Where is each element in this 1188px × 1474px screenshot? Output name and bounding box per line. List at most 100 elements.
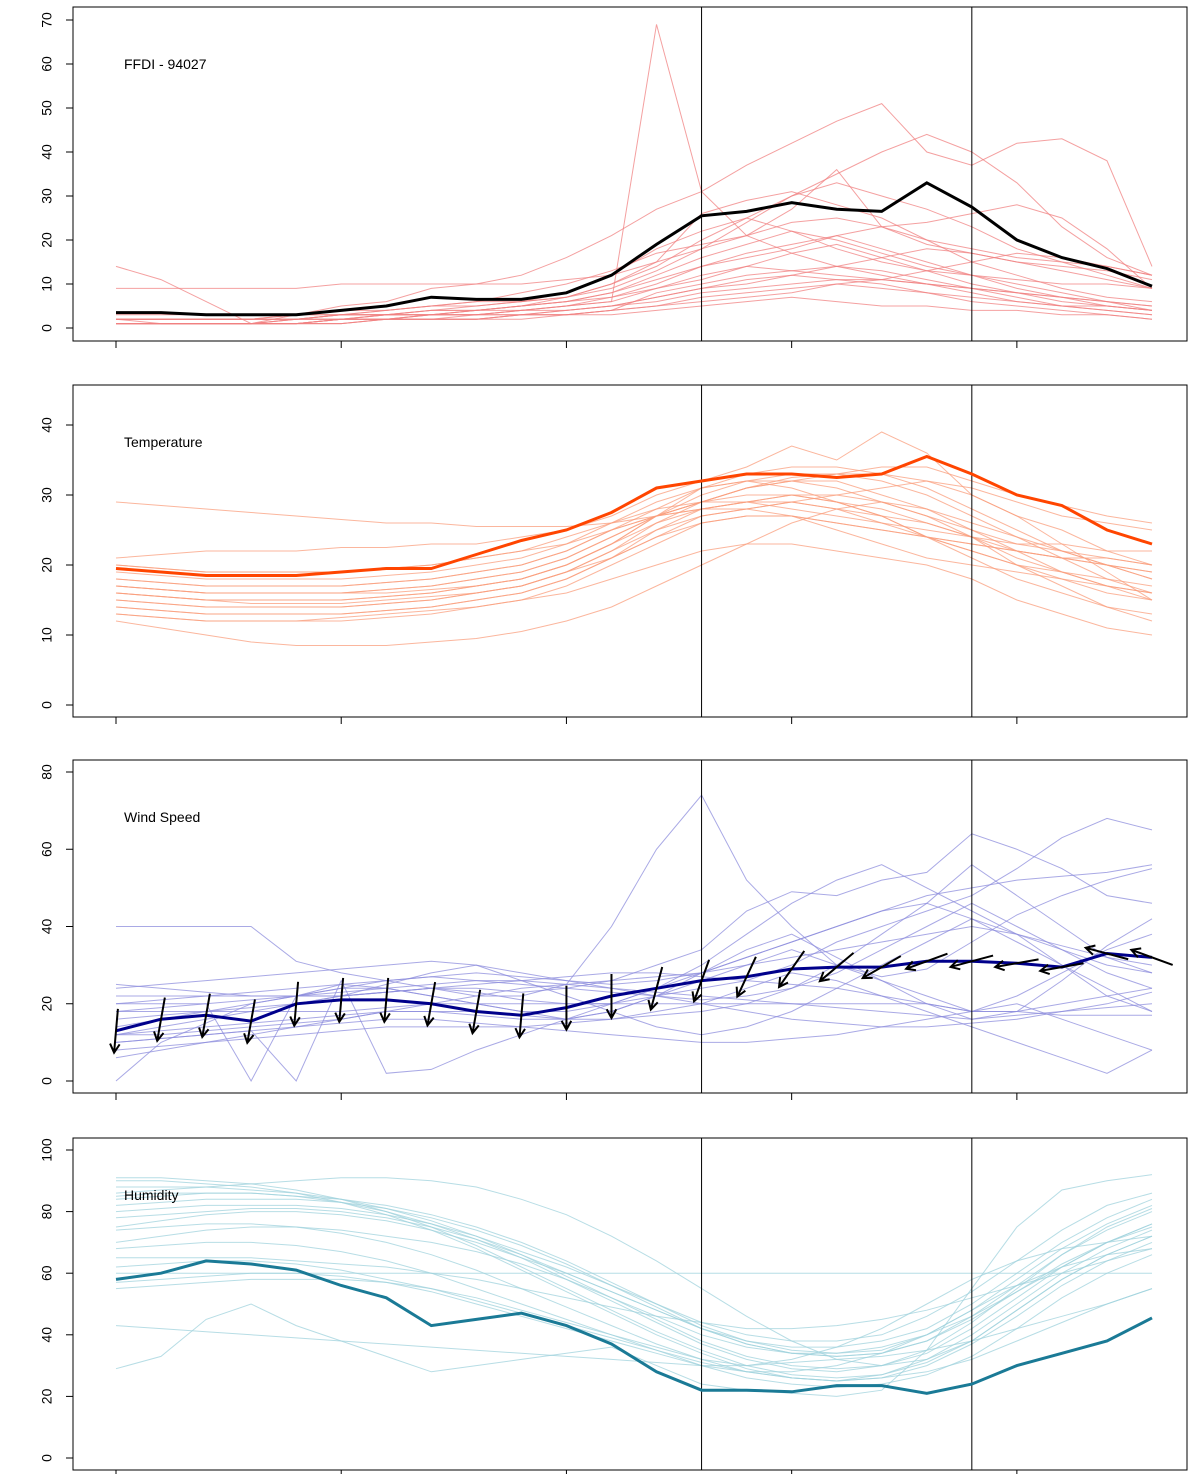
- plot-frame: [72, 6, 1188, 342]
- ensemble-member-line: [115, 864, 1153, 1082]
- ensemble-member-line: [115, 466, 1153, 527]
- ensemble-member-line: [115, 1198, 1153, 1357]
- y-tick-label: 20: [39, 557, 55, 573]
- ensemble-member-line: [115, 1223, 1153, 1382]
- x-axis: [115, 717, 1018, 724]
- ensemble-member-line: [116, 794, 1153, 997]
- y-tick-label: 100: [39, 1138, 55, 1162]
- ensemble-member-line: [115, 480, 1153, 608]
- ensemble-lines: [115, 24, 1153, 325]
- ensemble-member-line: [115, 473, 1153, 594]
- wind-direction-arrow: [1129, 947, 1174, 966]
- ensemble-member-line: [115, 1235, 1153, 1367]
- wind-direction-arrow: [243, 999, 256, 1045]
- y-tick-label: 0: [39, 1077, 55, 1085]
- y-tick-label: 40: [39, 144, 55, 160]
- ensemble-member-line: [115, 501, 1153, 615]
- x-axis: [115, 341, 1018, 348]
- ensemble-member-line: [115, 902, 1153, 1028]
- ensemble-member-line: [115, 1248, 1153, 1373]
- ensemble-lines: [115, 794, 1153, 1083]
- y-tick-label: 40: [39, 417, 55, 433]
- ensemble-member-line: [115, 972, 1153, 1074]
- ensemble-member-line: [115, 543, 1153, 636]
- ensemble-mean-line: [115, 1259, 1153, 1395]
- ensemble-member-line: [115, 864, 1153, 1059]
- y-tick-label: 60: [39, 1265, 55, 1281]
- y-tick-label: 0: [39, 701, 55, 709]
- ensemble-member-line: [115, 480, 1153, 580]
- ensemble-member-line: [115, 980, 1153, 1020]
- y-tick-label: 30: [39, 487, 55, 503]
- ensemble-mean-line: [116, 181, 1153, 317]
- wind-direction-arrow: [735, 956, 757, 999]
- ensemble-member-line: [115, 1208, 1153, 1357]
- wind-direction-arrow: [691, 959, 711, 1004]
- ensemble-lines: [115, 431, 1153, 646]
- y-tick-label: 20: [39, 996, 55, 1012]
- ensemble-member-line: [116, 168, 1153, 320]
- reference-vlines: [701, 1138, 973, 1470]
- x-axis: [115, 1093, 1018, 1100]
- panel-humidity: 0 20 40 60 80 100 Humidity: [39, 1137, 1188, 1474]
- y-tick-label: 0: [39, 1454, 55, 1462]
- y-axis: 0 20 40 60 80 100: [39, 1138, 73, 1462]
- ensemble-lines: [115, 1174, 1153, 1397]
- ensemble-member-line: [116, 248, 1153, 320]
- wind-direction-arrow: [860, 955, 902, 980]
- panel-wind-speed: 0 20 40 60 80 Wind Speed: [39, 759, 1188, 1100]
- y-axis: 0 10 20 30 40 50 60 70: [39, 12, 73, 332]
- ensemble-member-line: [116, 24, 1153, 325]
- panel-temperature: 0 10 20 30 40 Temperature: [39, 384, 1188, 724]
- wind-direction-arrow: [1038, 962, 1084, 976]
- wind-direction-arrow: [777, 950, 806, 989]
- y-tick-label: 70: [39, 12, 55, 28]
- ensemble-member-line: [116, 217, 1153, 316]
- wind-arrows: [109, 944, 1174, 1055]
- ensemble-member-line: [115, 1003, 1153, 1051]
- y-tick-label: 40: [39, 919, 55, 935]
- ensemble-member-line: [116, 235, 1153, 325]
- y-tick-label: 10: [39, 276, 55, 292]
- x-axis: [115, 1470, 1018, 1474]
- ensemble-member-line: [116, 1248, 1153, 1330]
- panel-title: Humidity: [124, 1187, 178, 1203]
- wind-direction-arrow: [423, 981, 437, 1028]
- wind-direction-arrow: [153, 997, 166, 1043]
- y-tick-label: 80: [39, 764, 55, 780]
- reference-vlines: [701, 7, 973, 341]
- ensemble-member-line: [115, 833, 1153, 997]
- wind-direction-arrow: [514, 993, 526, 1040]
- ensemble-member-line: [116, 296, 1153, 325]
- panel-title: Wind Speed: [124, 809, 200, 825]
- ensemble-member-line: [115, 1288, 1153, 1367]
- wind-direction-arrow: [1083, 944, 1129, 961]
- wind-direction-arrow: [647, 966, 664, 1012]
- panel-ffdi: 0 10 20 30 40 50 60 70 FFDI - 94027: [39, 6, 1188, 348]
- wind-direction-arrow: [993, 958, 1039, 972]
- y-tick-label: 20: [39, 1388, 55, 1404]
- ensemble-mean-line: [115, 454, 1153, 577]
- ensemble-member-line: [115, 494, 1153, 601]
- wind-direction-arrow: [109, 1008, 121, 1055]
- plot-frame: [72, 1137, 1188, 1471]
- y-tick-label: 80: [39, 1204, 55, 1220]
- ensemble-member-line: [115, 515, 1153, 622]
- ensemble-mean-line: [115, 951, 1153, 1033]
- y-tick-label: 30: [39, 188, 55, 204]
- ensemble-member-line: [116, 217, 1153, 289]
- wind-direction-arrow: [289, 981, 301, 1028]
- y-axis: 0 20 40 60 80: [39, 764, 73, 1085]
- ensemble-member-line: [116, 1177, 1153, 1379]
- wind-direction-arrow: [904, 952, 948, 972]
- y-axis: 0 10 20 30 40: [39, 417, 73, 709]
- ensemble-member-line: [116, 1180, 1153, 1382]
- wind-direction-arrow: [948, 954, 994, 971]
- y-tick-label: 60: [39, 56, 55, 72]
- ensemble-member-line: [115, 1223, 1153, 1354]
- plot-frame: [72, 384, 1188, 718]
- ensemble-member-line: [115, 933, 1153, 1036]
- ensemble-member-line: [115, 1192, 1153, 1342]
- wind-direction-arrow: [198, 993, 211, 1040]
